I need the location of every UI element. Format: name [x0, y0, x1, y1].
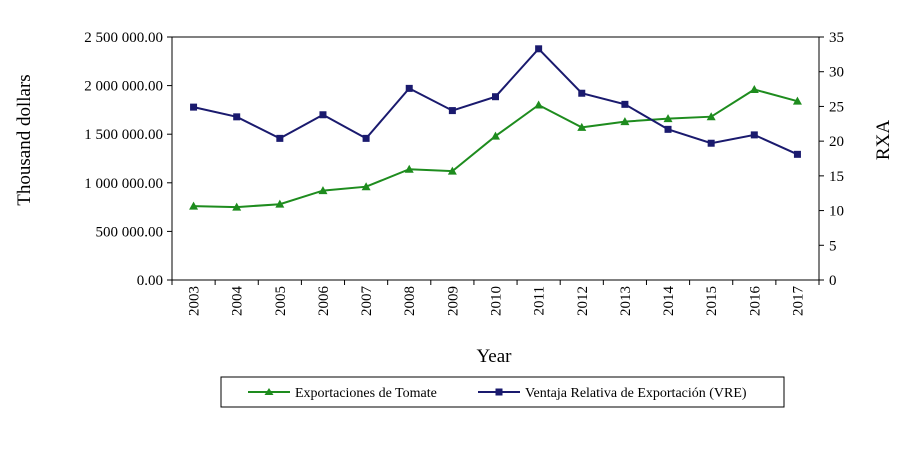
plot-area — [171, 36, 820, 281]
right-tick-label: 35 — [829, 30, 844, 46]
data-point-vre — [535, 45, 543, 53]
x-tick-label: 2004 — [230, 286, 246, 317]
x-tick-label: 2006 — [316, 286, 332, 317]
x-axis-title: Year — [476, 346, 512, 367]
data-point-vre — [276, 134, 284, 142]
x-tick-label: 2012 — [575, 286, 591, 316]
data-point-vre — [448, 107, 456, 115]
data-point-tomate — [706, 112, 716, 121]
legend-label-vre: Ventaja Relativa de Exportación (VRE) — [525, 386, 747, 401]
data-point-tomate — [491, 131, 500, 140]
data-point-tomate — [447, 166, 457, 175]
legend-label-tomate: Exportaciones de Tomate — [295, 386, 437, 401]
right-tick-label: 5 — [829, 238, 837, 254]
x-tick-label: 2008 — [402, 286, 418, 316]
x-tick-label: 2003 — [187, 286, 203, 316]
x-tick-label: 2017 — [790, 286, 806, 317]
x-tick-label: 2005 — [273, 286, 289, 316]
right-tick-label: 15 — [829, 169, 844, 185]
data-point-tomate — [361, 182, 371, 191]
left-tick-label: 1 000 000.00 — [84, 176, 163, 192]
legend: Exportaciones de Tomate Ventaja Relativa… — [220, 376, 785, 408]
x-tick-label: 2009 — [445, 286, 461, 316]
data-point-tomate — [663, 114, 673, 123]
right-tick-label: 0 — [829, 273, 837, 289]
left-tick-label: 1 500 000.00 — [84, 127, 163, 143]
legend-marker-tomate — [264, 388, 274, 395]
plot-frame — [171, 36, 820, 281]
data-point-vre — [707, 139, 715, 147]
data-point-vre — [578, 89, 586, 97]
data-point-tomate — [534, 100, 544, 109]
data-point-vre — [664, 125, 672, 133]
x-tick-label: 2013 — [618, 286, 634, 316]
x-tick-label: 2014 — [661, 286, 677, 317]
data-point-tomate — [749, 84, 759, 93]
series-line-tomate — [193, 88, 798, 209]
x-tick-label: 2016 — [747, 286, 763, 317]
data-point-vre — [621, 100, 629, 108]
x-tick-label: 2015 — [704, 286, 720, 316]
data-point-tomate — [620, 117, 630, 126]
right-tick-label: 30 — [829, 65, 844, 81]
data-point-vre — [793, 150, 801, 158]
left-tick-label: 2 000 000.00 — [84, 79, 163, 95]
data-point-tomate — [792, 96, 802, 105]
y-axis-title: Thousand dollars — [14, 74, 35, 205]
left-tick-label: 0.00 — [137, 273, 163, 289]
data-point-vre — [190, 103, 198, 111]
right-tick-label: 20 — [829, 134, 844, 150]
left-y-axis: 0.00 500 000.00 1 000 000.00 1 500 000.00 2 … — [84, 30, 172, 289]
data-point-tomate — [232, 202, 242, 211]
data-point-tomate — [275, 199, 285, 208]
x-tick-label: 2007 — [359, 286, 375, 317]
series-layer — [189, 45, 802, 211]
left-tick-label: 2 500 000.00 — [84, 30, 163, 46]
data-point-vre — [319, 111, 327, 119]
right-y-axis: 0 5 10 15 20 25 30 35 — [819, 30, 844, 289]
legend-marker-vre — [495, 388, 503, 396]
y2-axis-title: RXA — [873, 120, 894, 160]
data-point-vre — [492, 93, 499, 101]
x-axis: 2003 2004 2005 2006 2007 2008 2009 2010 2011 2012… — [171, 280, 820, 317]
data-point-vre — [362, 134, 370, 142]
right-tick-label: 25 — [829, 99, 844, 115]
data-point-tomate — [404, 164, 414, 173]
left-tick-label: 500 000.00 — [96, 224, 164, 240]
data-point-vre — [750, 131, 758, 139]
x-tick-label: 2010 — [489, 286, 505, 316]
data-point-tomate — [577, 122, 587, 131]
data-point-tomate — [318, 186, 328, 195]
data-point-vre — [233, 113, 241, 121]
data-point-tomate — [189, 201, 199, 210]
x-tick-label: 2011 — [532, 286, 548, 315]
right-tick-label: 10 — [829, 204, 844, 220]
data-point-vre — [405, 84, 413, 92]
